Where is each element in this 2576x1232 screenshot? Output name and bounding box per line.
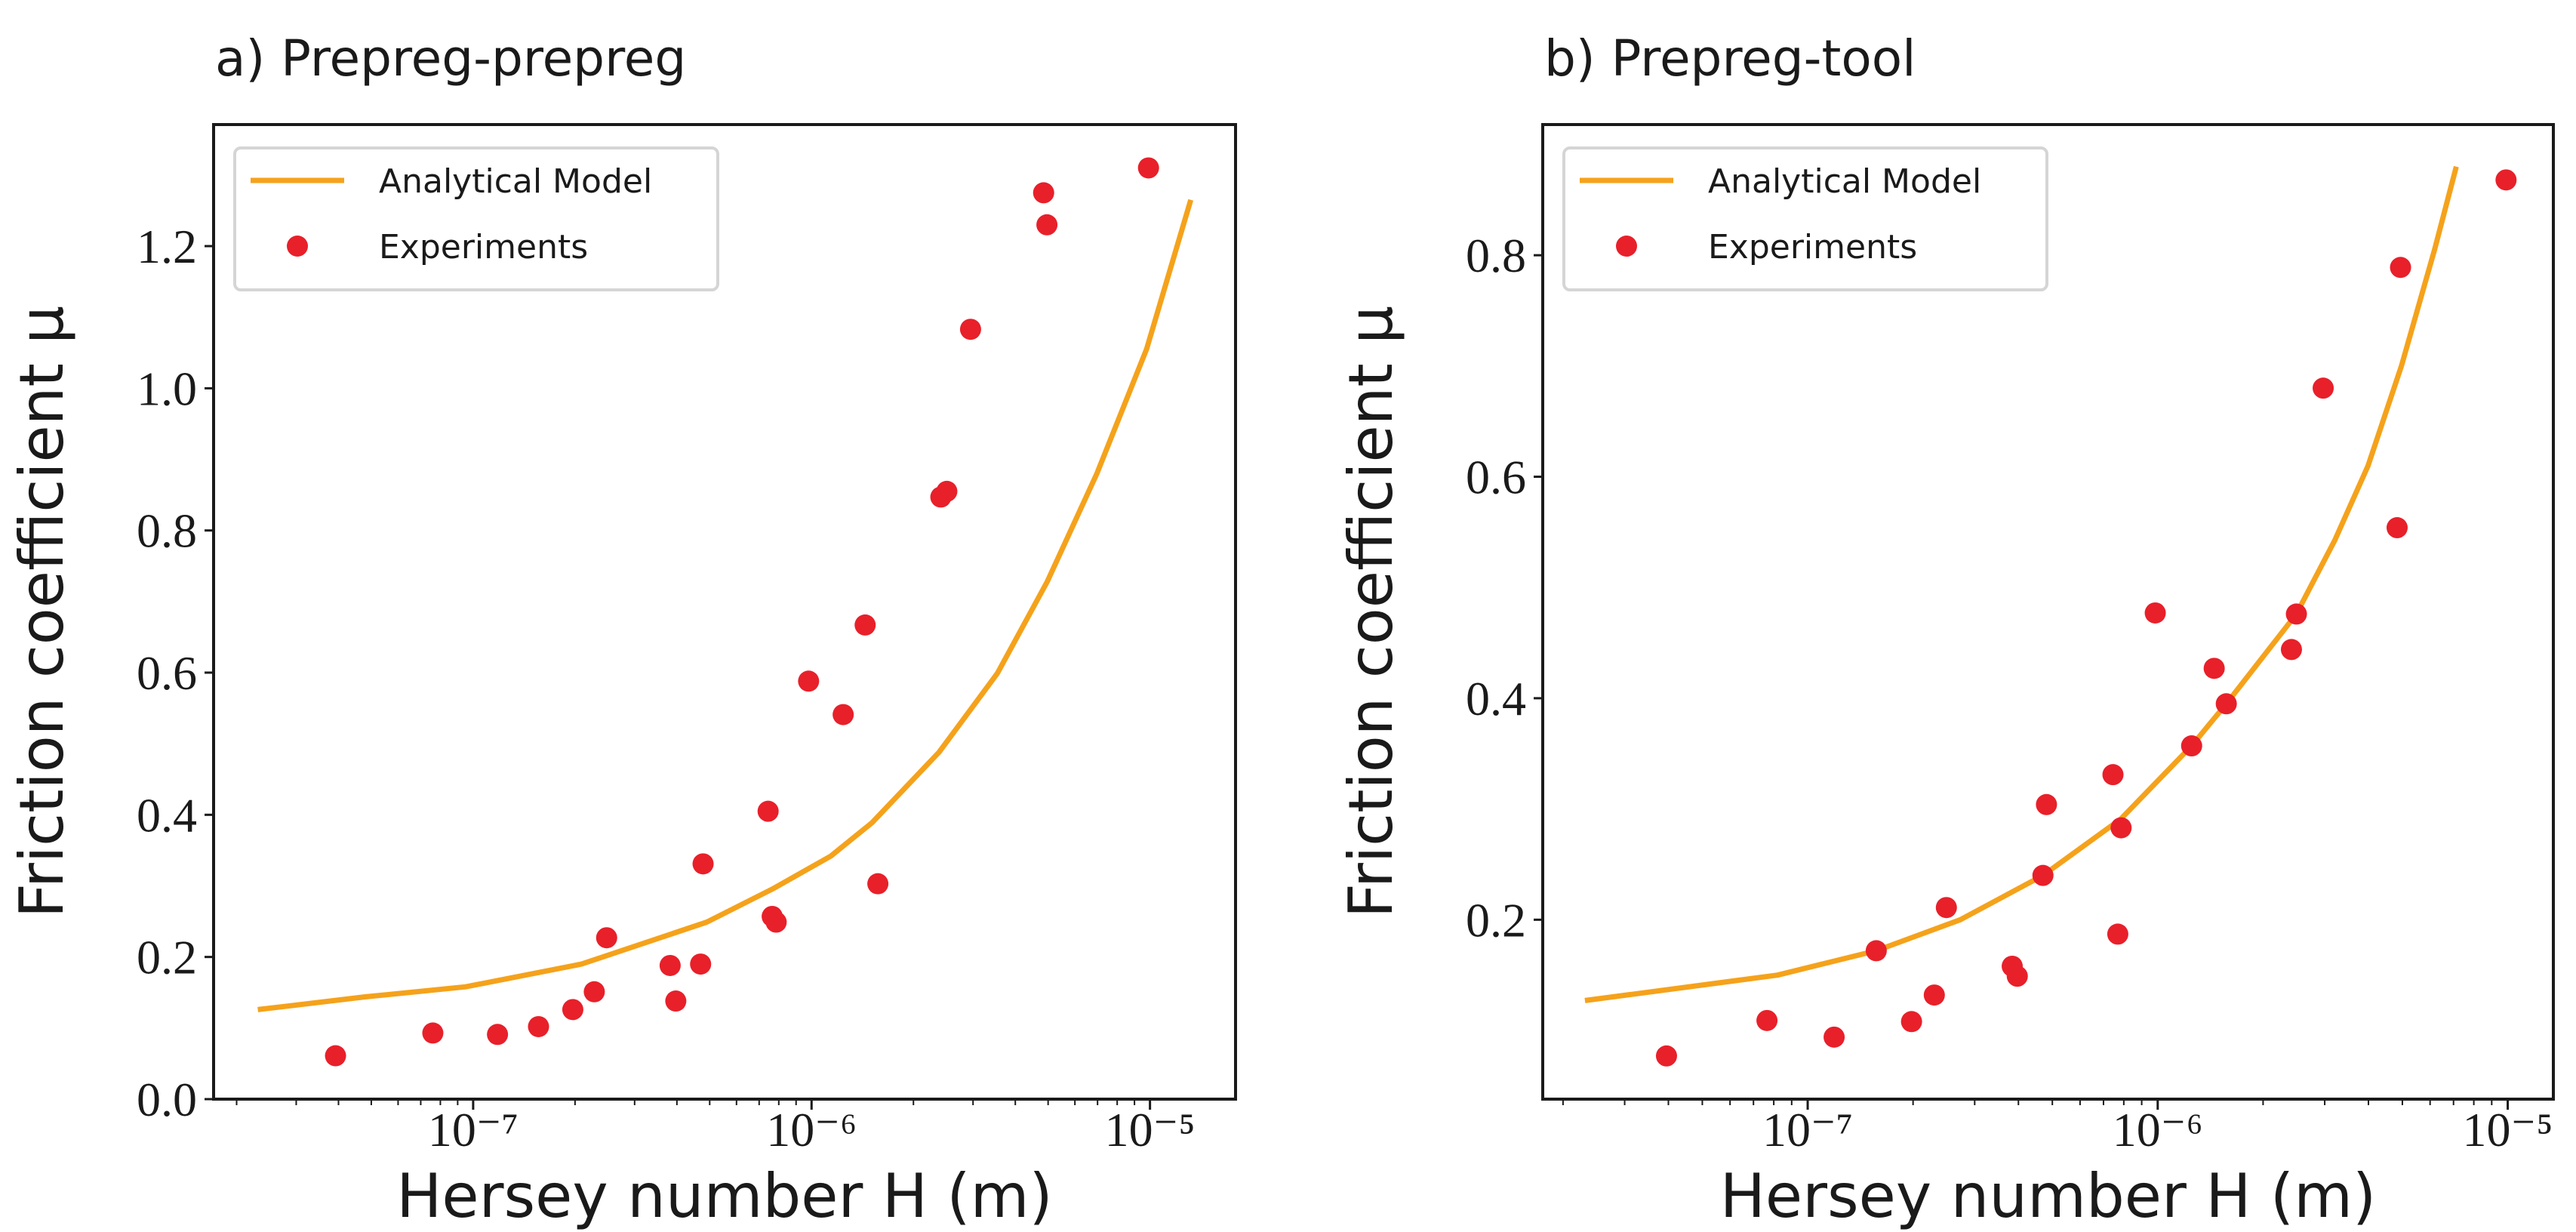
x-tick-label: 10⁻⁶ <box>2113 1103 2203 1157</box>
x-tick-label: 10⁻⁷ <box>428 1103 519 1157</box>
experiment-point <box>596 927 617 949</box>
experiment-point <box>2390 257 2411 279</box>
experiment-point <box>690 953 712 975</box>
experiment-point <box>936 480 958 502</box>
x-tick-label: 10⁻⁵ <box>2463 1103 2553 1157</box>
experiment-point <box>665 990 687 1012</box>
panel-b: b) Prepreg-tool Hersey number H (m) Fric… <box>1336 29 2555 1231</box>
y-tick-label: 0.0 <box>137 1073 197 1126</box>
experiment-point <box>2280 639 2302 661</box>
axes-frame <box>1541 123 2555 1101</box>
legend-label: Analytical Model <box>1708 162 1981 201</box>
experiment-point <box>833 704 854 725</box>
legend-box <box>233 146 719 291</box>
panel-a: a) Prepreg-prepreg Hersey number H (m) F… <box>7 29 1237 1231</box>
panel-title: b) Prepreg-tool <box>1544 29 1916 88</box>
experiment-point <box>2203 658 2225 679</box>
y-tick-label: 0.2 <box>137 931 197 984</box>
experiment-point <box>1935 897 1957 919</box>
experiment-point <box>2107 923 2128 945</box>
experiment-point <box>2285 603 2307 625</box>
analytical-model-line <box>257 199 1194 1012</box>
legend-label: Analytical Model <box>379 162 652 201</box>
axes-frame <box>212 123 1237 1101</box>
y-tick-label: 0.4 <box>137 788 197 842</box>
experiment-point <box>2032 864 2054 886</box>
legend: Analytical Model Experiments <box>233 146 719 291</box>
experiment-point <box>2215 693 2237 715</box>
experiment-point <box>1923 984 1945 1006</box>
experiment-point <box>1756 1009 1778 1031</box>
experiment-point <box>1900 1011 1922 1033</box>
experiment-point <box>2181 735 2202 757</box>
y-tick-label: 1.2 <box>137 220 197 273</box>
experiment-point <box>854 614 876 636</box>
y-axis-label: Friction coefficient μ <box>1336 306 1406 918</box>
experiment-point <box>2110 817 2132 839</box>
x-axis-label: Hersey number H (m) <box>396 1161 1053 1231</box>
experiment-point <box>798 670 820 692</box>
y-axis-label: Friction coefficient μ <box>7 306 77 918</box>
experiment-point <box>325 1045 346 1067</box>
y-tick-label: 0.8 <box>137 504 197 558</box>
experiment-point <box>1824 1026 1845 1048</box>
x-tick-label: 10⁻⁷ <box>1762 1103 1853 1157</box>
x-tick-label: 10⁻⁶ <box>766 1103 857 1157</box>
y-tick-label: 0.4 <box>1466 672 1526 725</box>
legend-label: Experiments <box>1708 228 1917 266</box>
legend-box <box>1562 146 2048 291</box>
experiment-point <box>959 319 981 340</box>
experiment-point <box>1036 214 1058 236</box>
y-tick-label: 0.2 <box>1466 893 1526 947</box>
experiment-point <box>562 999 583 1021</box>
experiment-point <box>692 853 714 875</box>
experiment-point <box>867 873 889 895</box>
experiment-point <box>487 1024 509 1046</box>
experiment-point <box>1137 157 1159 179</box>
experiment-point <box>2144 602 2166 624</box>
analytical-model-line <box>1584 165 2459 1003</box>
legend-marker-swatch <box>287 236 308 257</box>
y-tick-label: 0.6 <box>1466 451 1526 504</box>
experiment-point <box>1033 182 1054 204</box>
experiment-point <box>2102 764 2124 786</box>
x-axis-label: Hersey number H (m) <box>1720 1161 2377 1231</box>
experiment-point <box>757 800 779 822</box>
panel-title: a) Prepreg-prepreg <box>215 29 686 88</box>
legend: Analytical Model Experiments <box>1562 146 2048 291</box>
experiment-point <box>1865 940 1887 962</box>
experiment-point <box>659 954 681 976</box>
experiment-point <box>583 981 605 1003</box>
experiment-point <box>2036 793 2057 815</box>
experiment-point <box>1655 1045 1677 1067</box>
experiment-point <box>422 1022 444 1044</box>
y-tick-label: 0.6 <box>137 646 197 700</box>
experiment-point <box>765 911 787 933</box>
y-tick-label: 0.8 <box>1466 229 1526 282</box>
x-tick-label: 10⁻⁵ <box>1105 1103 1196 1157</box>
y-tick-label: 1.0 <box>137 362 197 415</box>
experiment-point <box>2006 966 2028 987</box>
experiment-point <box>2495 169 2517 191</box>
legend-label: Experiments <box>379 228 588 266</box>
experiment-point <box>2386 517 2408 539</box>
legend-marker-swatch <box>1616 236 1637 257</box>
experiment-point <box>2313 377 2334 399</box>
experiment-point <box>528 1015 549 1037</box>
